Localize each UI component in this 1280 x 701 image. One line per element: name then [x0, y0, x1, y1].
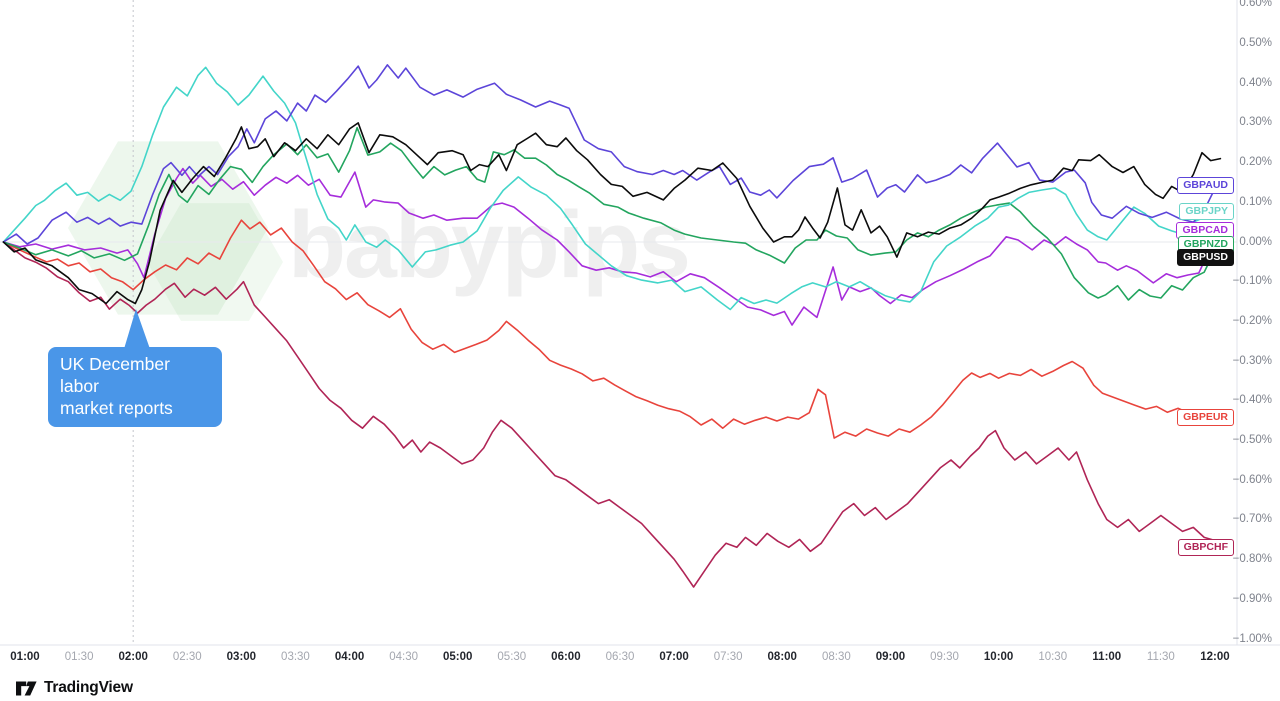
x-axis-tick-label: 06:30 — [605, 651, 635, 663]
y-axis-tick-label: −0.90% — [1232, 592, 1272, 605]
tradingview-icon — [16, 681, 37, 695]
y-axis-tick-label: 0.60% — [1239, 0, 1272, 10]
x-axis-tick-label: 09:00 — [875, 651, 906, 663]
x-axis-tick-label: 07:30 — [713, 651, 743, 663]
x-axis-tick-label: 10:30 — [1038, 651, 1068, 663]
y-axis-tick-label: −0.60% — [1232, 473, 1272, 486]
series-label-pill-GBPJPY[interactable]: GBPJPY — [1179, 203, 1234, 220]
x-axis-tick-label: 05:00 — [443, 651, 473, 663]
y-axis-tick-label: −1.00% — [1232, 632, 1272, 645]
x-axis-tick-label: 06:00 — [551, 651, 581, 663]
x-axis-tick-label: 11:00 — [1092, 651, 1122, 663]
tradingview-logo-link[interactable]: TradingView — [16, 679, 133, 697]
x-axis-tick-label: 02:00 — [118, 651, 148, 663]
x-axis-tick-label: 12:00 — [1200, 651, 1230, 663]
series-line-GBPJPY[interactable] — [2, 66, 1222, 311]
x-axis-tick-label: 04:30 — [389, 651, 419, 663]
x-axis-tick-label: 08:30 — [821, 651, 851, 663]
annotation-line-1: UK December labor — [60, 354, 170, 396]
x-axis-tick-label: 09:30 — [930, 651, 959, 663]
series-label-pill-GBPUSD[interactable]: GBPUSD — [1177, 249, 1234, 266]
y-axis-tick-label: 0.00% — [1239, 235, 1272, 248]
x-axis-tick-label: 08:00 — [767, 651, 797, 663]
y-axis-tick-label: −0.70% — [1232, 513, 1272, 526]
y-axis-tick-label: −0.40% — [1232, 394, 1272, 407]
series-line-GBPUSD[interactable] — [2, 122, 1222, 305]
series-label-pill-GBPEUR[interactable]: GBPEUR — [1177, 409, 1234, 426]
watermark-hexagon-icon — [68, 141, 268, 315]
series-label-pill-GBPAUD[interactable]: GBPAUD — [1177, 177, 1234, 194]
y-axis-tick-label: 0.20% — [1239, 156, 1272, 169]
tradingview-wordmark: TradingView — [44, 679, 133, 696]
y-axis-tick-label: 0.30% — [1239, 116, 1272, 129]
series-line-GBPCHF[interactable] — [2, 241, 1222, 588]
series-label-pill-GBPCHF[interactable]: GBPCHF — [1177, 539, 1234, 556]
series-line-GBPCAD[interactable] — [2, 167, 1219, 326]
y-axis-tick-label: 0.50% — [1239, 37, 1272, 49]
y-axis-tick-label: 0.40% — [1239, 76, 1272, 89]
x-axis-tick-label: 01:30 — [64, 651, 94, 663]
y-axis-tick-label: −0.10% — [1232, 275, 1272, 288]
x-axis-tick-label: 01:00 — [10, 651, 40, 663]
x-axis-tick-label: 03:00 — [226, 651, 257, 663]
series-line-GBPAUD[interactable] — [2, 64, 1222, 245]
annotation-line-2: market reports — [60, 398, 173, 418]
annotation-callout[interactable]: UK December labor market reports — [48, 347, 222, 427]
y-axis-tick-label: 0.10% — [1239, 195, 1272, 208]
x-axis-tick-label: 03:30 — [281, 651, 310, 663]
y-axis-tick-label: −0.50% — [1232, 434, 1272, 446]
series-line-GBPNZD[interactable] — [2, 126, 1222, 301]
x-axis-tick-label: 02:30 — [172, 651, 202, 663]
x-axis-tick-label: 05:30 — [497, 651, 527, 663]
y-axis-tick-label: −0.30% — [1232, 354, 1272, 367]
x-axis-tick-label: 07:00 — [659, 651, 689, 663]
y-axis-tick-label: −0.80% — [1232, 553, 1272, 566]
x-axis-tick-label: 10:00 — [983, 651, 1014, 663]
x-axis-tick-label: 04:00 — [334, 651, 365, 663]
y-axis-tick-label: −0.20% — [1232, 314, 1272, 327]
series-line-GBPEUR[interactable] — [2, 219, 1222, 439]
x-axis-tick-label: 11:30 — [1146, 651, 1175, 663]
